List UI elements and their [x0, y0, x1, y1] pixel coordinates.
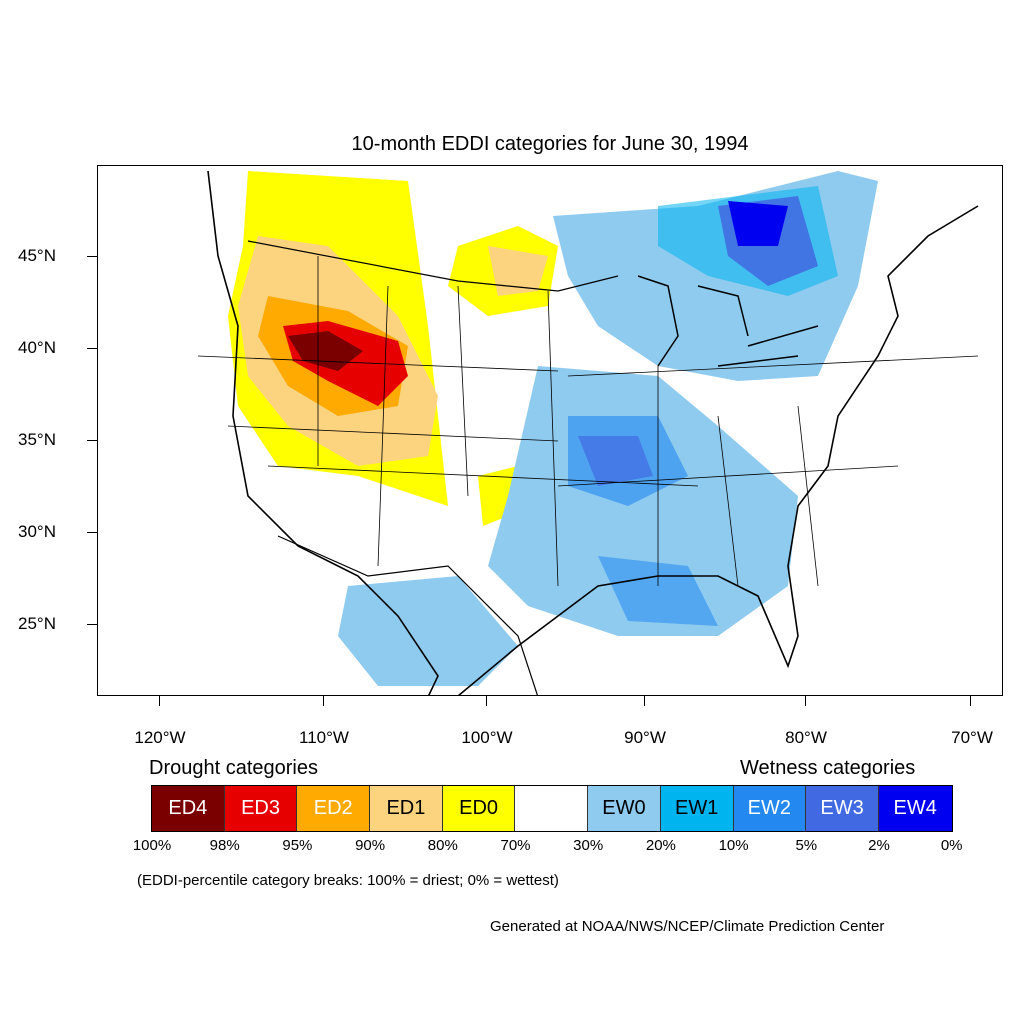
lon-label-90w: 90°W	[624, 728, 666, 747]
lat-tick	[87, 624, 97, 625]
lon-tick	[159, 696, 160, 706]
wetness-heading: Wetness categories	[740, 757, 916, 779]
lat-label-40: 40°N	[18, 338, 56, 357]
coastline-outline	[207, 170, 979, 695]
legend-box-ew1: EW1	[660, 786, 734, 831]
map-plot-area	[97, 165, 1003, 696]
legend-box-ed4: ED4	[152, 786, 225, 831]
legend-box-ew0: EW0	[588, 786, 661, 831]
border-canada	[247, 240, 619, 292]
region-ew1-gulf	[598, 556, 718, 626]
legend-color-bar: ED4 ED3 ED2 ED1 ED0 EW0 EW1 EW2 EW3 EW4	[151, 785, 953, 832]
lat-label-30: 30°N	[18, 522, 56, 541]
great-lakes	[637, 275, 819, 367]
legend-box-ew4: EW4	[878, 786, 952, 831]
region-ew3-midwest	[578, 436, 653, 486]
percentile-label: 0%	[940, 837, 963, 854]
percentile-label: 20%	[645, 837, 676, 854]
region-ed4-west	[288, 331, 363, 371]
state-borders	[197, 256, 979, 587]
lon-tick	[644, 696, 645, 706]
lat-label-35: 35°N	[18, 430, 56, 449]
legend-box-ew3: EW3	[806, 786, 879, 831]
lon-label-80w: 80°W	[785, 728, 827, 747]
legend-box-ew2: EW2	[733, 786, 807, 831]
lat-tick	[87, 348, 97, 349]
lon-label-110w: 110°W	[299, 728, 349, 747]
percentile-label: 95%	[282, 837, 313, 854]
lon-label-100w: 100°W	[461, 728, 513, 747]
lat-tick	[87, 532, 97, 533]
region-ew4-northeast	[728, 201, 788, 246]
lon-tick	[970, 696, 971, 706]
percentile-label: 90%	[355, 837, 386, 854]
percentile-label: 100%	[132, 837, 172, 854]
percentile-label: 98%	[209, 837, 240, 854]
lat-label-25: 25°N	[18, 614, 56, 633]
lon-label-120w: 120°W	[134, 728, 186, 747]
percentile-label: 5%	[795, 837, 818, 854]
percentile-label: 2%	[868, 837, 890, 854]
lat-tick	[87, 256, 97, 257]
percentile-label: 70%	[500, 837, 531, 854]
legend-box-ed3: ED3	[224, 786, 298, 831]
lon-tick	[486, 696, 487, 706]
lat-tick	[87, 440, 97, 441]
lon-tick	[323, 696, 324, 706]
map-title: 10-month EDDI categories for June 30, 19…	[351, 133, 749, 155]
legend-box-ed0: ED0	[442, 786, 516, 831]
credit-line: Generated at NOAA/NWS/NCEP/Climate Predi…	[490, 918, 885, 935]
percentile-label: 30%	[573, 837, 604, 854]
legend-box-ed2: ED2	[297, 786, 371, 831]
percentile-label: 80%	[427, 837, 458, 854]
lat-label-45: 45°N	[18, 246, 56, 265]
lon-tick	[805, 696, 806, 706]
category-note: (EDDI-percentile category breaks: 100% =…	[137, 872, 559, 889]
legend-box-ed1: ED1	[370, 786, 443, 831]
region-ew0-mexico	[338, 576, 518, 686]
drought-heading: Drought categories	[149, 757, 318, 779]
lon-label-70w: 70°W	[951, 728, 993, 747]
border-mexico	[277, 535, 538, 695]
legend-box-normal	[515, 786, 589, 831]
region-ed1-north	[488, 246, 548, 296]
eddi-map	[197, 170, 979, 695]
region-ew0-south	[488, 366, 798, 636]
percentile-label: 10%	[718, 837, 749, 854]
